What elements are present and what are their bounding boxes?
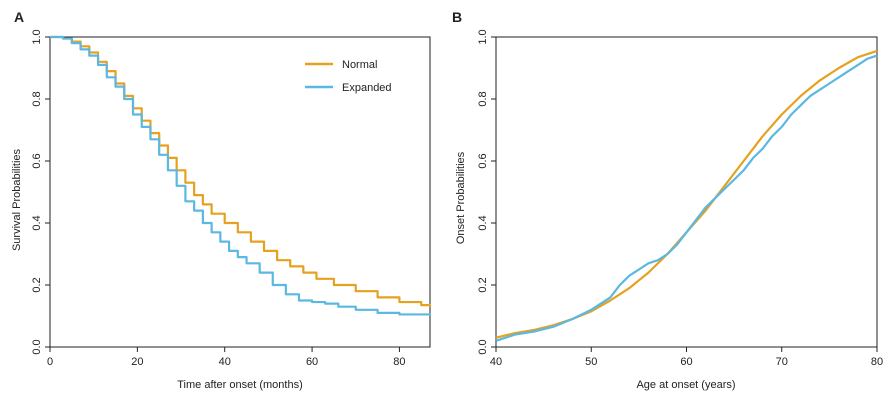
x-axis-title-b: Age at onset (years) [636, 379, 735, 391]
y-tick-label-b: 0.2 [477, 277, 489, 292]
y-tick-label-b: 0.4 [477, 215, 489, 230]
x-tick-label-b: 50 [585, 356, 597, 368]
x-tick-label-a: 0 [47, 356, 53, 368]
y-tick-label-a: 0.8 [31, 91, 43, 106]
legend-label-normal: Normal [342, 59, 377, 71]
y-tick-label-b: 0.8 [477, 91, 489, 106]
plot-frame-b [495, 36, 878, 348]
x-tick-label-b: 70 [776, 356, 788, 368]
plot-frame-a [49, 36, 431, 348]
panel-label-b: B [452, 9, 462, 25]
series-line-expanded-b [495, 54, 878, 342]
x-tick-label-b: 80 [871, 356, 883, 368]
y-tick-label-b: 1.0 [477, 29, 489, 44]
x-tick-label-a: 60 [306, 356, 318, 368]
series-line-expanded-a [50, 35, 432, 316]
x-tick-label-a: 80 [393, 356, 405, 368]
x-tick-label-a: 20 [131, 356, 143, 368]
series-line-normal-a [50, 35, 432, 307]
panel-label-a: A [14, 9, 24, 25]
y-tick-label-a: 0.4 [31, 215, 43, 230]
x-axis-title-a: Time after onset (months) [177, 379, 303, 391]
x-tick-label-b: 40 [490, 356, 502, 368]
x-tick-label-b: 60 [680, 356, 692, 368]
y-tick-label-a: 0.6 [31, 153, 43, 168]
legend: Normal Expanded [305, 59, 392, 94]
y-tick-label-b: 0.6 [477, 153, 489, 168]
y-tick-label-b: 0.0 [477, 339, 489, 354]
y-axis-title-a: Survival Probabilities [11, 148, 23, 251]
legend-label-expanded: Expanded [342, 82, 392, 94]
series-line-normal-b [495, 49, 878, 339]
chart-marks: 0 20 40 60 80 0.0 0.2 0.4 0.6 0.8 1.0 40 50 60 70 80 0.0… [31, 29, 883, 368]
x-tick-label-a: 40 [219, 356, 231, 368]
y-tick-label-a: 0.0 [31, 339, 43, 354]
y-axis-title-b: Onset Probabilities [455, 151, 467, 244]
y-tick-label-a: 1.0 [31, 29, 43, 44]
y-tick-label-a: 0.2 [31, 277, 43, 292]
